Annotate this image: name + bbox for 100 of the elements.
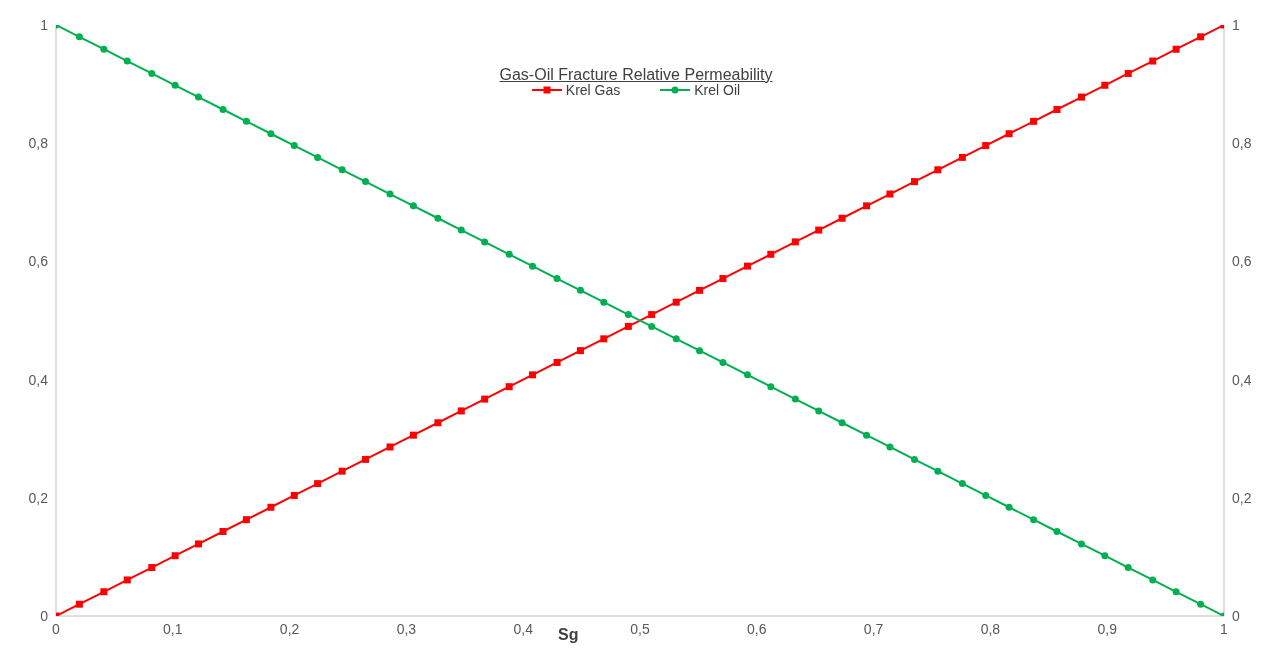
y-tick-label: 0,4 xyxy=(28,371,49,388)
point xyxy=(338,467,346,475)
point xyxy=(457,407,465,415)
x-axis-title: Sg xyxy=(558,626,579,644)
point xyxy=(910,178,918,186)
point xyxy=(838,214,846,222)
point xyxy=(815,407,823,415)
point xyxy=(600,298,608,306)
point xyxy=(1053,106,1061,114)
point xyxy=(362,455,370,463)
point xyxy=(362,178,370,186)
point xyxy=(958,153,966,161)
point xyxy=(815,226,823,234)
point xyxy=(386,190,394,198)
x-tick-label: 0,4 xyxy=(513,620,534,637)
point xyxy=(219,527,227,535)
point xyxy=(767,383,775,391)
point xyxy=(434,419,442,427)
point xyxy=(338,166,346,174)
x-tick-label: 0,1 xyxy=(163,620,183,637)
point xyxy=(219,106,227,114)
point xyxy=(171,552,179,560)
y2-tick-label: 1 xyxy=(1232,16,1240,33)
point xyxy=(1078,540,1085,548)
point xyxy=(1101,552,1109,560)
y-tick-label: 0,6 xyxy=(28,253,49,270)
y2-tick-label: 0,2 xyxy=(1232,489,1252,506)
point xyxy=(982,491,990,499)
y-tick-label: 0,8 xyxy=(28,135,49,152)
point xyxy=(719,358,727,366)
point xyxy=(600,335,608,343)
legend-label: Krel Gas xyxy=(565,82,621,98)
point xyxy=(1149,576,1157,584)
point xyxy=(409,202,417,210)
point xyxy=(195,540,202,548)
point xyxy=(290,142,298,150)
point xyxy=(672,298,680,306)
x-tick-label: 0,9 xyxy=(1097,620,1118,637)
point xyxy=(576,286,584,294)
point xyxy=(1197,600,1205,608)
point xyxy=(1101,81,1109,89)
y2-tick-label: 0,8 xyxy=(1232,135,1252,152)
point xyxy=(1197,33,1205,41)
y2-tick-label: 0 xyxy=(1232,607,1240,624)
y2-tick-label: 0,6 xyxy=(1232,253,1252,270)
x-tick-label: 0,8 xyxy=(980,620,1001,637)
point xyxy=(434,214,442,222)
point xyxy=(123,57,131,65)
x-tick-label: 0,7 xyxy=(863,620,884,637)
point xyxy=(553,275,561,283)
point xyxy=(767,250,775,258)
point xyxy=(242,516,250,524)
point xyxy=(624,311,632,319)
point xyxy=(457,226,465,234)
point xyxy=(529,262,537,270)
point xyxy=(791,238,799,246)
text: Gas-Oil Fracture Relative Permeability xyxy=(498,66,774,84)
point xyxy=(1172,45,1180,53)
point xyxy=(75,33,83,41)
x-tick-label: 0 xyxy=(52,620,61,637)
point xyxy=(696,286,704,294)
point xyxy=(267,130,275,138)
point xyxy=(1053,527,1061,535)
point xyxy=(863,202,871,210)
point xyxy=(863,431,871,439)
point xyxy=(267,503,275,511)
point xyxy=(1078,93,1085,101)
point xyxy=(958,480,966,488)
x-tick-label: 0,5 xyxy=(630,620,650,637)
point xyxy=(886,443,894,451)
point xyxy=(386,443,394,451)
point xyxy=(148,69,156,77)
point xyxy=(242,117,250,125)
point xyxy=(553,358,561,366)
point xyxy=(838,419,846,427)
point xyxy=(75,600,83,608)
point xyxy=(1149,57,1157,65)
x-tick-label: 0,6 xyxy=(747,620,767,637)
point xyxy=(934,467,942,475)
point xyxy=(672,335,680,343)
point xyxy=(314,153,322,161)
line-series xyxy=(56,25,1224,616)
point xyxy=(505,250,513,258)
point xyxy=(648,322,656,330)
x-tick-label: 1 xyxy=(1220,620,1229,637)
y2-tick-label: 0,4 xyxy=(1232,371,1252,388)
point xyxy=(1172,588,1180,596)
point xyxy=(1124,564,1132,572)
point xyxy=(171,81,179,89)
point xyxy=(934,166,942,174)
point xyxy=(100,588,108,596)
point xyxy=(910,455,918,463)
point xyxy=(195,93,202,101)
y-tick-label: 0 xyxy=(40,607,49,624)
point xyxy=(743,262,751,270)
point xyxy=(148,564,156,572)
point xyxy=(791,395,799,403)
point xyxy=(982,142,990,150)
point xyxy=(290,491,298,499)
point xyxy=(648,311,656,319)
